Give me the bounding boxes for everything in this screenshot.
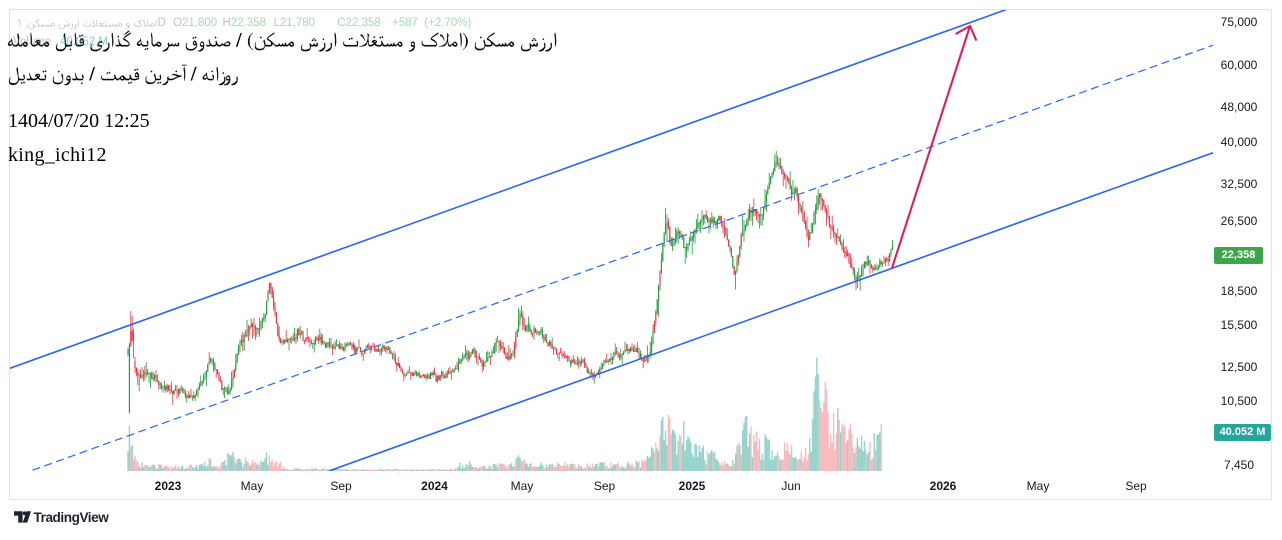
svg-text:TradingView: TradingView bbox=[34, 510, 110, 525]
